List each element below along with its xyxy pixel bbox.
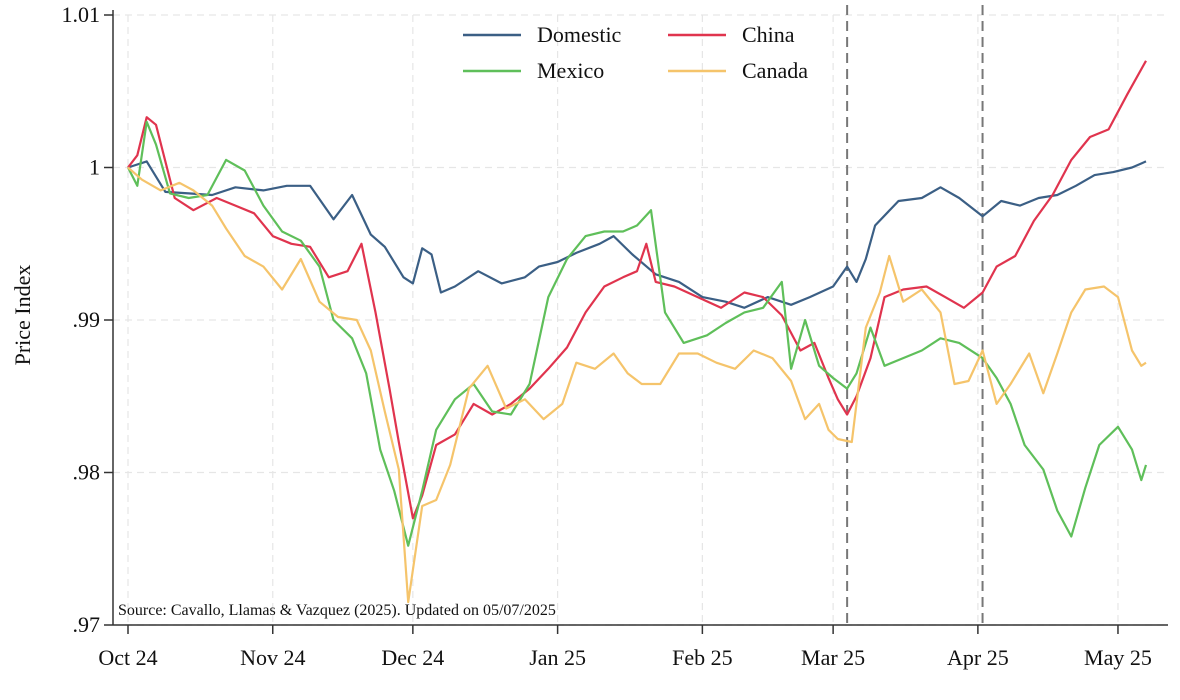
x-tick-label: Oct 24: [98, 645, 157, 670]
x-tick-label: Dec 24: [381, 645, 444, 670]
legend-label-canada: Canada: [742, 58, 808, 83]
x-tick-label: Mar 25: [801, 645, 865, 670]
event-lines: [846, 5, 984, 625]
legend-label-mexico: Mexico: [537, 58, 604, 83]
source-note: Source: Cavallo, Llamas & Vazquez (2025)…: [118, 602, 556, 619]
y-tick-label: .97: [73, 612, 101, 637]
axes: .97 .98 .99 1 1.01 Oct 24 Nov 24 Dec 24 Jan 25 Fe…: [62, 2, 1168, 670]
y-tick-label: 1: [89, 155, 100, 180]
series-line-canada: [127, 166, 1147, 604]
series-line-mexico: [127, 120, 1148, 547]
series-line-domestic: [127, 160, 1147, 309]
y-tick-label: .98: [73, 460, 101, 485]
series-line-china: [127, 60, 1147, 520]
grid: [113, 14, 1168, 626]
y-tick-label: 1.01: [62, 2, 101, 27]
x-tick-label: Feb 25: [672, 645, 733, 670]
x-tick-label: Jan 25: [529, 645, 586, 670]
series-lines: [127, 60, 1148, 604]
legend-label-china: China: [742, 22, 795, 47]
x-tick-label: May 25: [1084, 645, 1152, 670]
y-tick-label: .99: [73, 307, 101, 332]
legend: Domestic China Mexico Canada: [463, 22, 808, 83]
x-tick-label: Apr 25: [947, 645, 1009, 670]
x-tick-label: Nov 24: [240, 645, 305, 670]
legend-label-domestic: Domestic: [537, 22, 622, 47]
y-axis-title: Price Index: [10, 265, 35, 366]
